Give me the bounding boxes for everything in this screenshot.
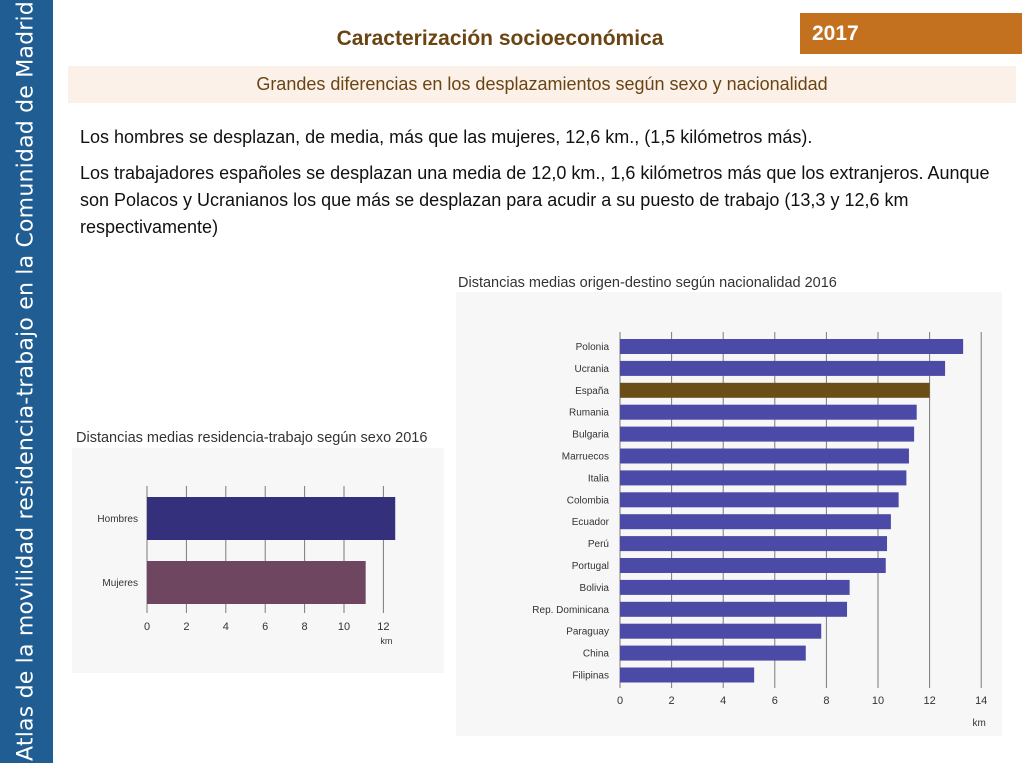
bar — [620, 667, 755, 683]
chart-sex: 0 2 4 6 8 10 12 km Hombres Mujeres — [72, 448, 444, 673]
bar — [620, 623, 822, 639]
bar — [620, 360, 946, 376]
bar — [147, 497, 396, 540]
bar — [620, 426, 915, 442]
axis-label: km — [380, 636, 392, 646]
category-label: Bulgaria — [572, 430, 609, 441]
bar — [620, 470, 907, 486]
tick-label: 12 — [377, 621, 389, 633]
tick-label: 2 — [669, 695, 675, 707]
tick-label: 6 — [262, 621, 268, 633]
tick-label: 10 — [872, 695, 884, 707]
page-title: Caracterización socioeconómica — [336, 27, 664, 50]
subtitle-band: Grandes diferencias en los desplazamient… — [68, 66, 1016, 103]
category-label: Filipinas — [572, 671, 609, 682]
category-label: Polonia — [576, 342, 610, 353]
tick-label: 2 — [183, 621, 189, 633]
category-label: Portugal — [572, 561, 609, 572]
category-label: Italia — [588, 473, 610, 484]
bar — [147, 561, 366, 604]
bar — [620, 558, 886, 573]
category-label: Hombres — [97, 514, 138, 525]
chart-nationality-title: Distancias medias origen-destino según n… — [458, 275, 837, 291]
tick-label: 10 — [338, 621, 350, 633]
paragraph-sex: Los hombres se desplazan, de media, más … — [80, 127, 813, 147]
tick-label: 12 — [923, 695, 935, 707]
category-label: Ecuador — [572, 517, 610, 528]
bar — [620, 514, 891, 530]
category-label: Paraguay — [566, 627, 609, 638]
bar — [620, 448, 909, 464]
category-label: Mujeres — [102, 578, 138, 589]
chart-background — [72, 448, 444, 673]
bar — [620, 339, 964, 354]
category-label: Rumania — [569, 408, 609, 419]
sidebar-band: Atlas de la movilidad residencia-trabajo… — [0, 0, 53, 763]
tick-label: 14 — [975, 695, 987, 707]
category-label: Ucrania — [575, 364, 610, 375]
tick-label: 8 — [302, 621, 308, 633]
category-label: China — [583, 649, 610, 660]
bar — [620, 536, 888, 552]
category-label: Colombia — [567, 495, 610, 506]
tick-label: 0 — [144, 621, 150, 633]
category-label: España — [575, 386, 609, 397]
tick-label: 0 — [617, 695, 623, 707]
category-label: Rep. Dominicana — [532, 605, 609, 616]
bar — [620, 492, 899, 508]
chart-sex-title: Distancias medias residencia-trabajo seg… — [76, 430, 428, 446]
bar — [620, 382, 930, 398]
tick-label: 6 — [772, 695, 778, 707]
tick-label: 8 — [823, 695, 829, 707]
bar — [620, 645, 806, 661]
paragraph-nationality: Los trabajadores españoles se desplazan … — [80, 163, 990, 237]
bar — [620, 601, 848, 617]
axis-label: km — [973, 718, 986, 729]
year-badge: 2017 — [800, 13, 1022, 54]
category-label: Perú — [588, 539, 609, 550]
chart-nationality: 0 2 4 6 8 10 12 14 km Polonia Ucrania España Rumania… — [456, 292, 1002, 736]
category-label: Bolivia — [580, 583, 610, 594]
tick-label: 4 — [720, 695, 726, 707]
tick-label: 4 — [223, 621, 229, 633]
atlas-vertical-title: Atlas de la movilidad residencia-trabajo… — [13, 1, 39, 761]
category-label: Marruecos — [562, 452, 609, 463]
bar — [620, 404, 917, 420]
bar — [620, 579, 850, 595]
page-subtitle: Grandes diferencias en los desplazamient… — [256, 74, 828, 94]
